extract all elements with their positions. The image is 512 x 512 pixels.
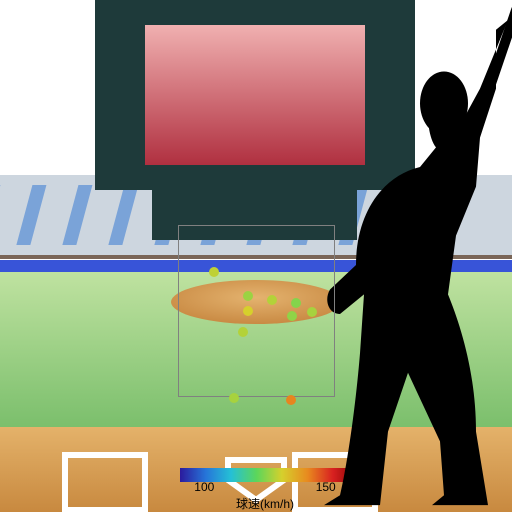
colorbar: 100150: [180, 468, 350, 482]
pitch-dot: [243, 291, 253, 301]
colorbar-ticks: 100150: [180, 468, 350, 482]
pitch-dot: [229, 393, 239, 403]
pitch-dot: [238, 327, 248, 337]
colorbar-tick: 100: [194, 480, 214, 494]
pitch-dot: [291, 298, 301, 308]
pitch-dot: [243, 306, 253, 316]
pitch-dot: [307, 307, 317, 317]
pitch-dot: [209, 267, 219, 277]
colorbar-tick: 150: [316, 480, 336, 494]
pitch-dot: [287, 311, 297, 321]
pitch-chart-stage: 100150 球速(km/h): [0, 0, 512, 512]
pitch-dot: [267, 295, 277, 305]
scoreboard-screen: [145, 25, 365, 165]
pitch-dot: [286, 395, 296, 405]
colorbar-label: 球速(km/h): [236, 495, 294, 512]
